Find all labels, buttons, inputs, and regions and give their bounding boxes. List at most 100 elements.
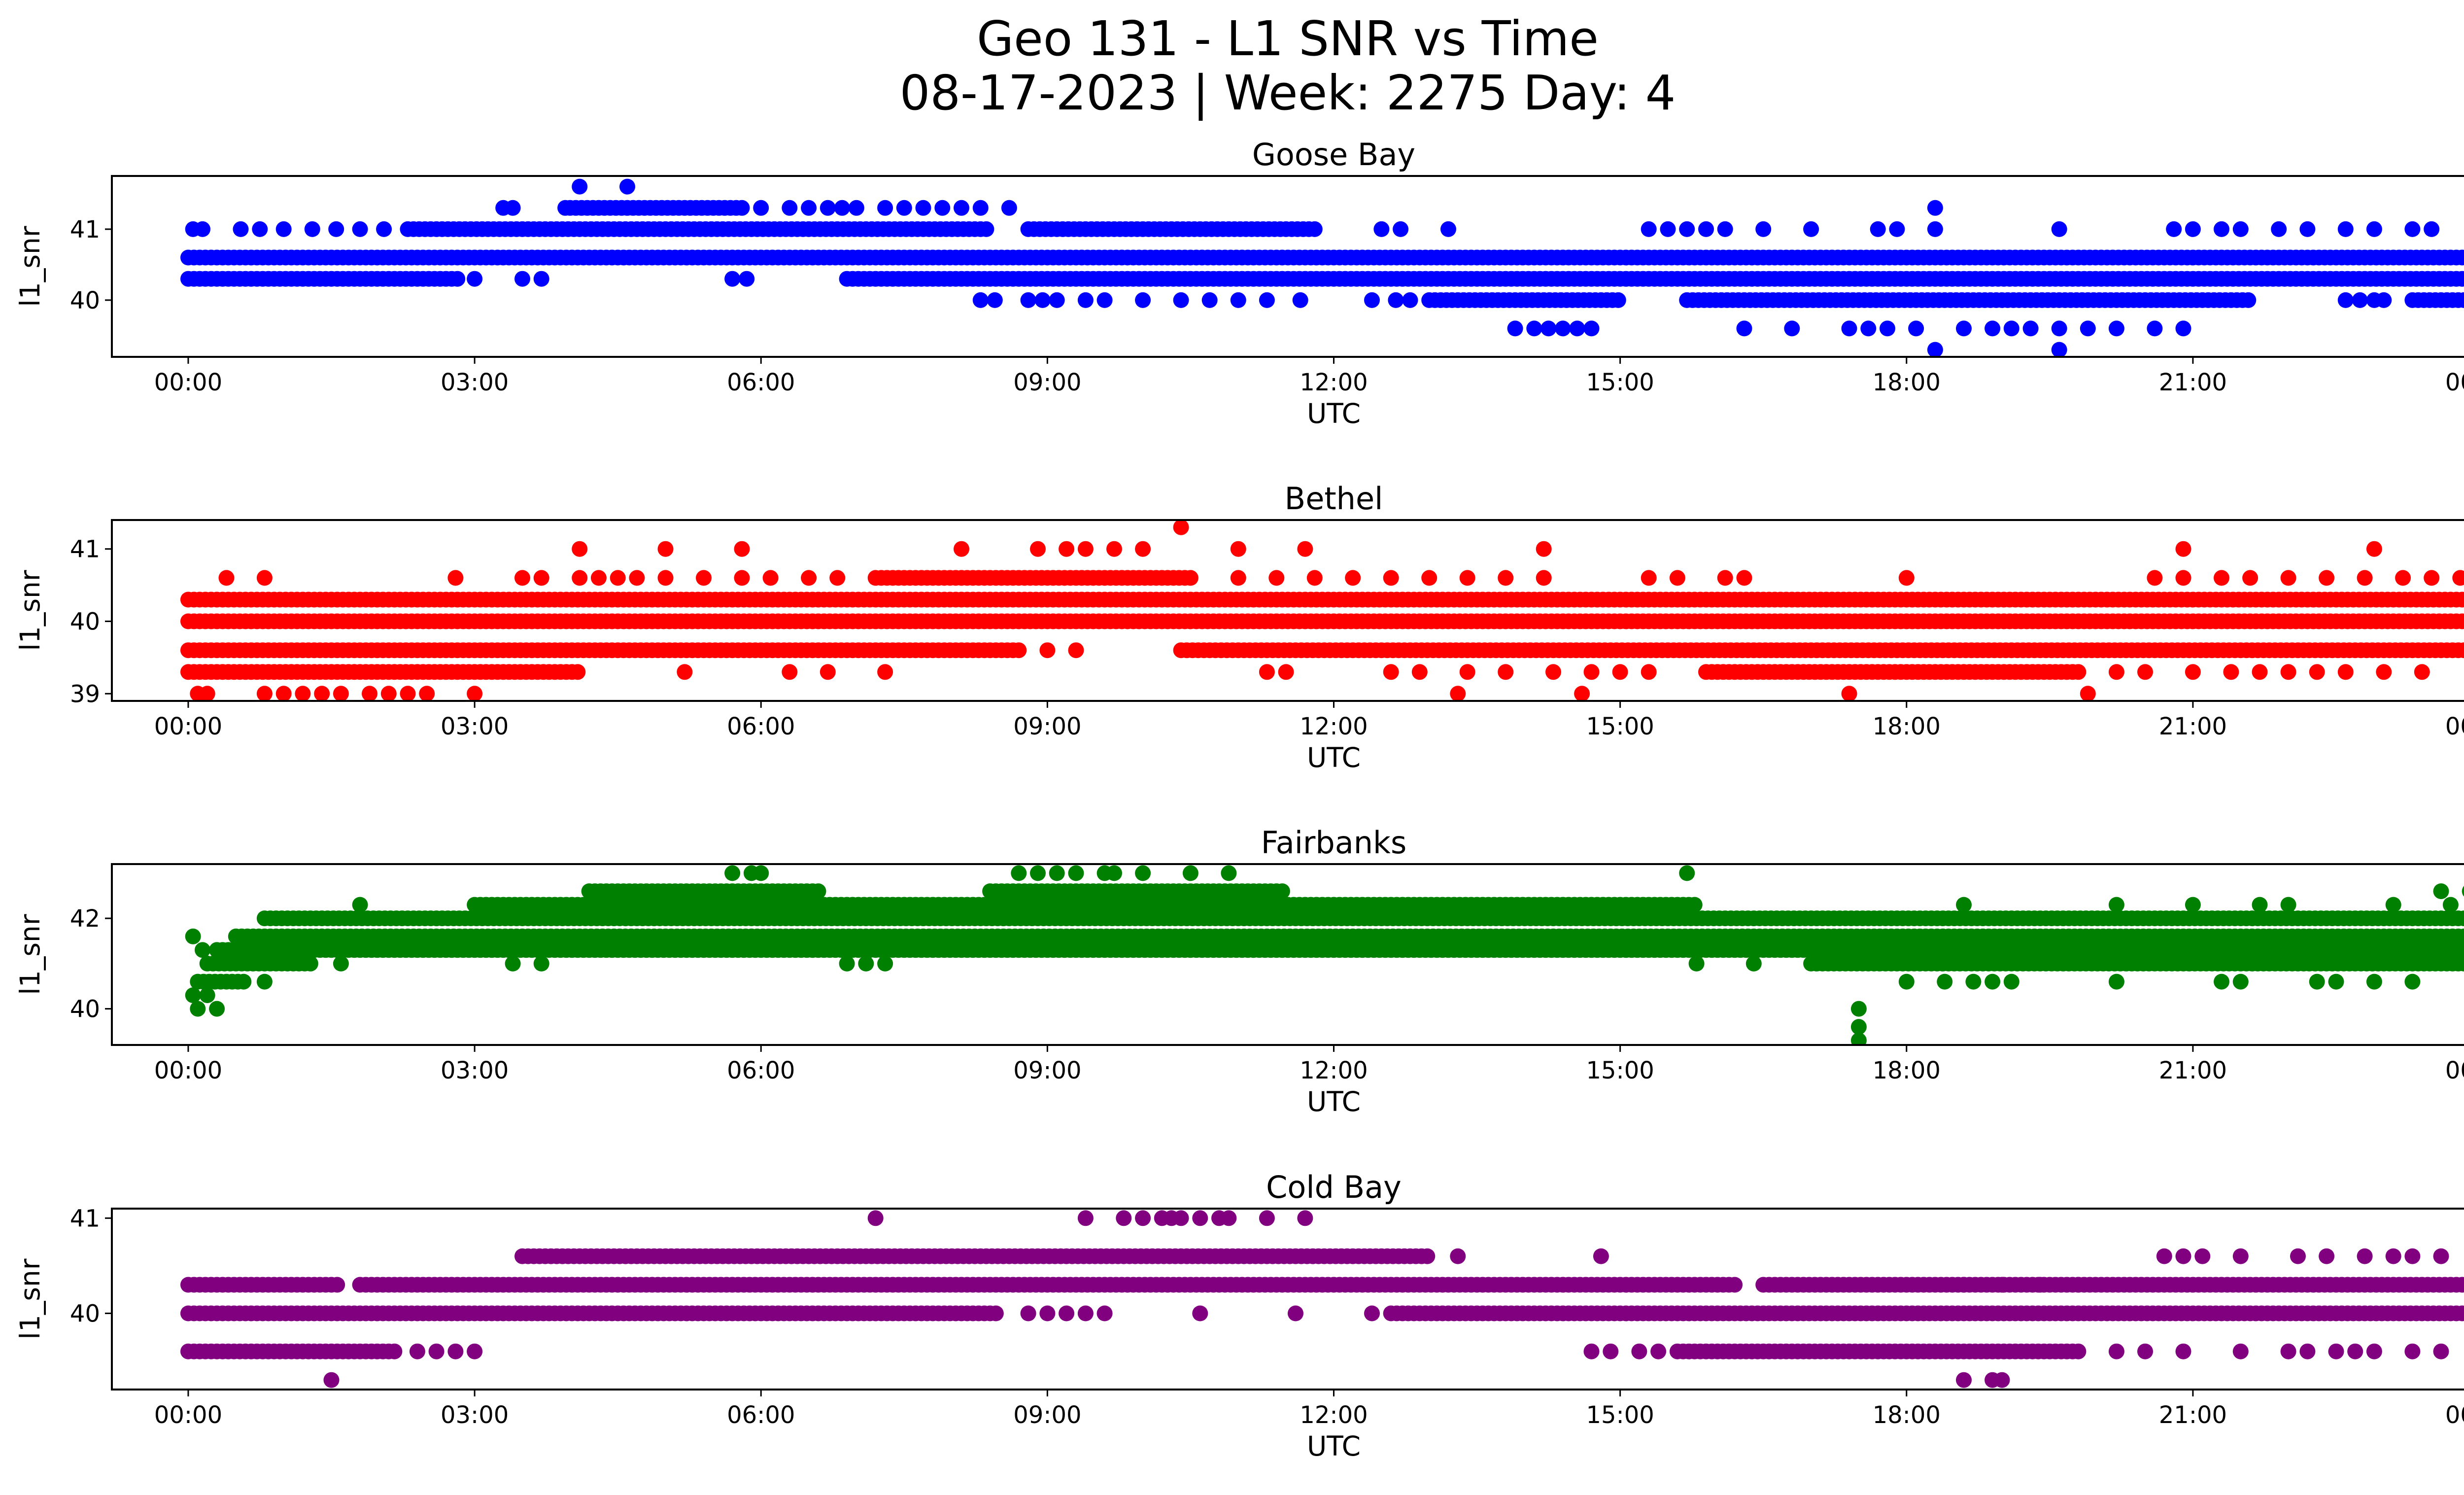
data-point bbox=[1292, 292, 1308, 308]
x-tick-label: 00:00 bbox=[2445, 369, 2464, 396]
data-point bbox=[1498, 570, 1514, 586]
band-6 bbox=[867, 570, 1198, 586]
data-point bbox=[1574, 686, 1590, 701]
data-point bbox=[753, 865, 769, 881]
data-point bbox=[2309, 664, 2325, 680]
data-point bbox=[877, 664, 893, 680]
data-point bbox=[1182, 570, 1198, 586]
data-point bbox=[1077, 292, 1094, 308]
data-point bbox=[449, 271, 466, 287]
data-point bbox=[1364, 292, 1380, 308]
data-point bbox=[1306, 570, 1323, 586]
data-point bbox=[753, 200, 769, 216]
data-point bbox=[1373, 221, 1390, 237]
data-point bbox=[657, 541, 674, 557]
band-1 bbox=[228, 928, 2464, 944]
data-point bbox=[199, 987, 215, 1004]
data-point bbox=[1755, 221, 1772, 237]
data-point bbox=[2280, 664, 2296, 680]
data-point bbox=[1927, 221, 1943, 237]
data-point bbox=[2456, 642, 2464, 659]
data-point bbox=[1173, 292, 1189, 308]
band-4 bbox=[581, 883, 826, 900]
data-point bbox=[1898, 570, 1915, 586]
data-points bbox=[180, 520, 2464, 701]
data-point bbox=[1450, 686, 1466, 701]
band-0 bbox=[180, 249, 2464, 266]
data-point bbox=[1402, 292, 1418, 308]
data-point bbox=[677, 664, 693, 680]
data-point bbox=[834, 200, 850, 216]
band-0 bbox=[180, 1277, 345, 1293]
data-point bbox=[820, 664, 836, 680]
y-tick-label: 40 bbox=[70, 996, 100, 1023]
data-point bbox=[1850, 1001, 1867, 1017]
data-point bbox=[2022, 320, 2039, 337]
data-point bbox=[1526, 320, 1542, 337]
data-point bbox=[304, 221, 320, 237]
data-point bbox=[572, 178, 588, 195]
data-point bbox=[1230, 541, 1246, 557]
x-tick-label: 03:00 bbox=[441, 369, 509, 396]
data-point bbox=[195, 942, 210, 958]
data-point bbox=[2424, 570, 2440, 586]
data-point bbox=[2319, 570, 2335, 586]
data-point bbox=[2337, 664, 2354, 680]
data-point bbox=[1583, 664, 1600, 680]
data-point bbox=[762, 570, 779, 586]
band-1 bbox=[180, 271, 466, 287]
data-point bbox=[2214, 570, 2229, 586]
data-point bbox=[1641, 221, 1657, 237]
band-8 bbox=[190, 973, 252, 990]
data-point bbox=[236, 973, 252, 990]
data-point bbox=[2460, 1278, 2464, 1292]
band-5 bbox=[562, 200, 750, 216]
x-tick-label: 09:00 bbox=[1013, 369, 1081, 396]
data-point bbox=[724, 865, 741, 881]
data-point bbox=[209, 1001, 225, 1017]
data-point bbox=[1870, 221, 1886, 237]
data-point bbox=[1727, 1277, 1743, 1293]
data-point bbox=[1411, 664, 1428, 680]
data-point bbox=[839, 955, 855, 972]
data-point bbox=[2456, 910, 2464, 927]
x-tick-label: 21:00 bbox=[2159, 369, 2227, 396]
data-point bbox=[629, 570, 645, 586]
y-tick-label: 41 bbox=[70, 216, 100, 243]
data-point bbox=[190, 1001, 206, 1017]
data-point bbox=[218, 570, 235, 586]
data-point bbox=[1679, 865, 1695, 881]
data-point bbox=[195, 221, 210, 237]
band-3 bbox=[1173, 642, 2464, 659]
data-point bbox=[1841, 686, 1857, 701]
x-axis-label: UTC bbox=[1307, 398, 1361, 429]
y-axis-label: l1_snr bbox=[14, 226, 46, 307]
data-points bbox=[180, 178, 2464, 357]
x-tick-label: 18:00 bbox=[1873, 1057, 1941, 1084]
data-point bbox=[1669, 570, 1685, 586]
data-point bbox=[2175, 320, 2191, 337]
data-point bbox=[1068, 642, 1084, 659]
data-point bbox=[1498, 664, 1514, 680]
x-tick-label: 15:00 bbox=[1586, 713, 1654, 740]
data-point bbox=[533, 955, 549, 972]
data-point bbox=[2456, 292, 2464, 308]
data-point bbox=[1135, 292, 1151, 308]
data-point bbox=[2376, 664, 2392, 680]
data-point bbox=[877, 955, 893, 972]
data-point bbox=[848, 200, 864, 216]
data-point bbox=[2108, 897, 2124, 913]
data-point bbox=[2232, 973, 2249, 990]
band-4 bbox=[1383, 1305, 2464, 1321]
data-point bbox=[380, 686, 397, 701]
data-point bbox=[1173, 520, 1189, 535]
data-point bbox=[2404, 973, 2421, 990]
data-point bbox=[2460, 272, 2464, 286]
data-point bbox=[1686, 897, 1703, 913]
data-point bbox=[2460, 614, 2464, 628]
data-point bbox=[199, 686, 215, 701]
data-point bbox=[2424, 221, 2440, 237]
